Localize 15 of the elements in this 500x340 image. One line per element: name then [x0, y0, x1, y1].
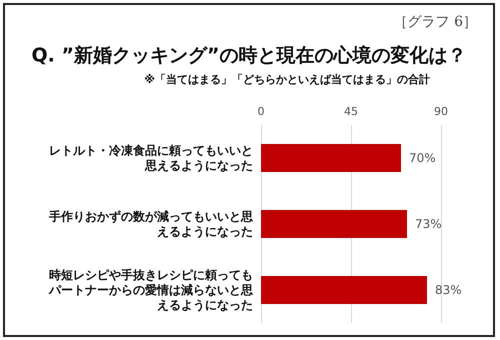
data-label: 73% — [415, 217, 442, 231]
data-label: 83% — [435, 283, 462, 297]
data-label: 70% — [409, 151, 436, 165]
x-tick-label: 0 — [258, 105, 264, 118]
y-tick-label: 手作りおかずの数が減ってもいいと思えるようになった — [48, 210, 254, 238]
text: ［グラフ 6］ — [394, 14, 477, 30]
chart-subtitle: ※「当てはまる」「どちらかといえば当てはまる」の合計 — [144, 73, 430, 86]
x-tick-label: 45 — [344, 105, 358, 118]
bar — [261, 276, 427, 304]
bar — [261, 210, 407, 238]
y-tick-label: レトルト・冷凍食品に頼ってもいいと思えるようになった — [49, 144, 253, 172]
chart-title: Q. ”新婚クッキング”の時と現在の心境の変化は？ — [32, 44, 466, 66]
x-tick-label: 90 — [434, 105, 448, 118]
bar — [261, 144, 401, 172]
y-tick-label: 時短レシピや手抜きレシピに頼ってもパートナーからの愛情は減らないと思えるようになった — [48, 268, 254, 312]
